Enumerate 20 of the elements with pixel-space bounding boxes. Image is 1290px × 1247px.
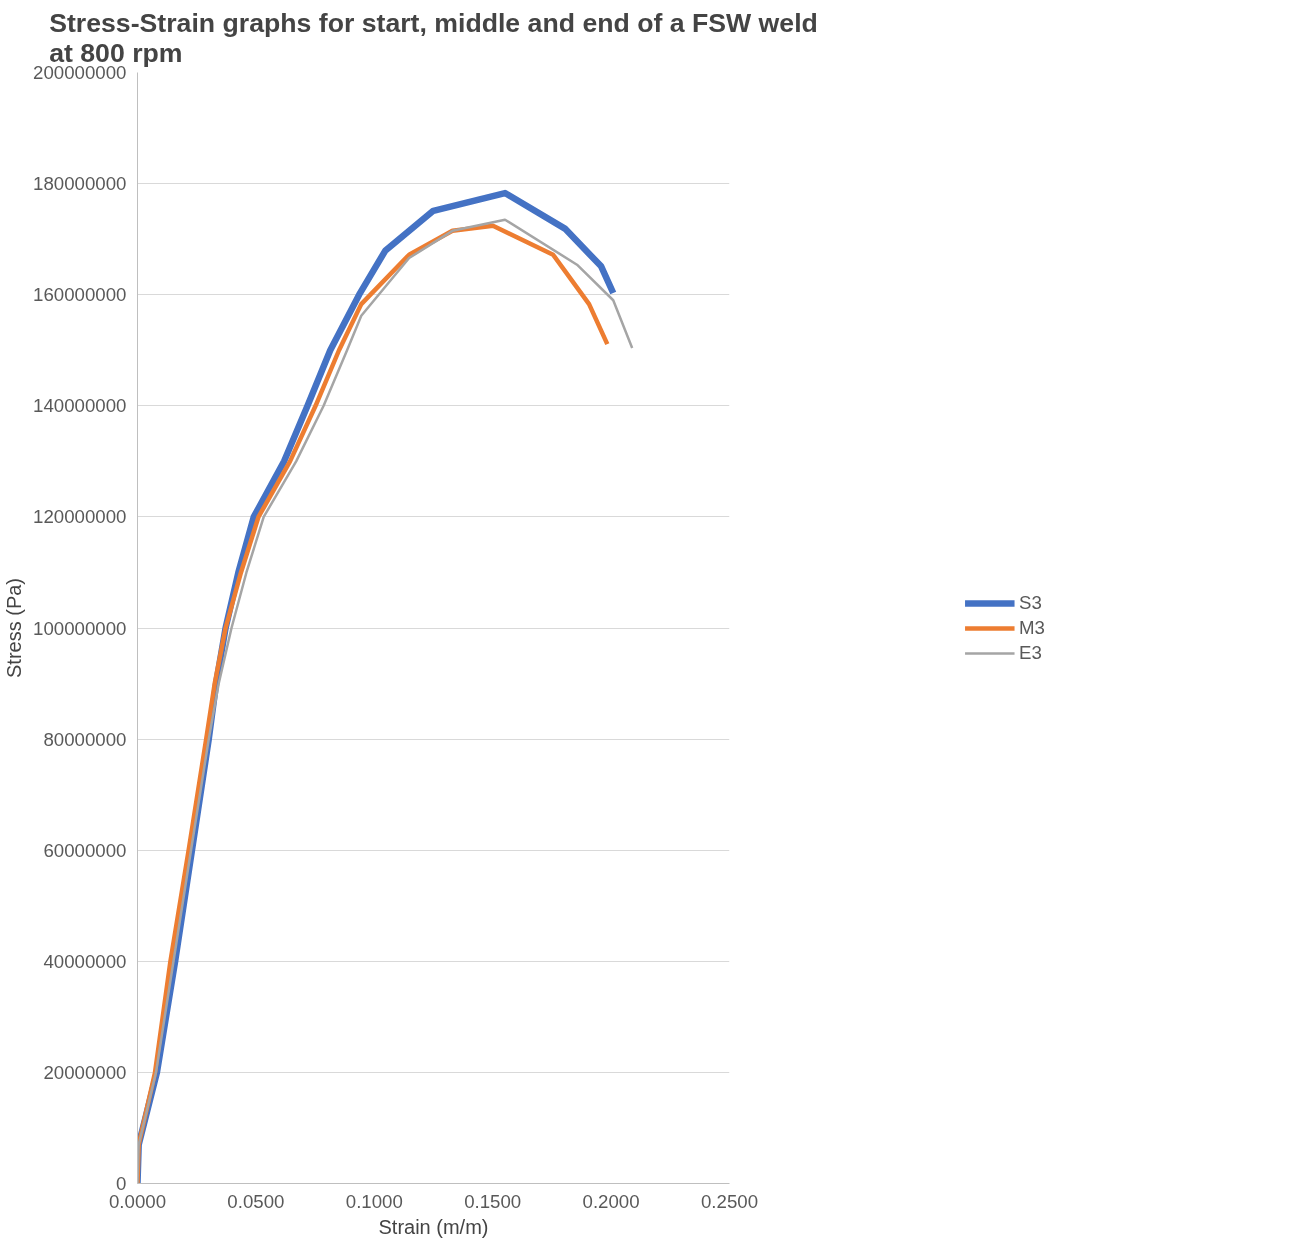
y-tick-label: 160000000	[33, 284, 127, 306]
legend-label: S3	[1019, 591, 1042, 614]
y-tick-label: 100000000	[33, 617, 127, 639]
y-axis-title: Stress (Pa)	[3, 577, 26, 679]
y-tick-label: 140000000	[33, 395, 127, 417]
legend-label: M3	[1019, 616, 1045, 639]
y-tick-label: 20000000	[43, 1061, 127, 1083]
y-tick-label: 200000000	[33, 62, 127, 83]
x-tick-label: 0.2500	[700, 1190, 759, 1212]
y-tick-label: 180000000	[33, 173, 127, 195]
x-axis-title: Strain (m/m)	[378, 1215, 489, 1238]
y-tick-label: 40000000	[43, 950, 127, 972]
y-tick-label: 120000000	[33, 506, 127, 528]
legend-label: E3	[1019, 641, 1042, 664]
x-tick-label: 0.1500	[464, 1190, 522, 1212]
y-tick-label: 80000000	[43, 728, 127, 750]
y-tick-label: 60000000	[43, 839, 127, 861]
x-tick-label: 0.0500	[227, 1190, 285, 1212]
x-tick-label: 0.1000	[345, 1190, 403, 1212]
x-tick-label: 0.2000	[582, 1190, 640, 1212]
